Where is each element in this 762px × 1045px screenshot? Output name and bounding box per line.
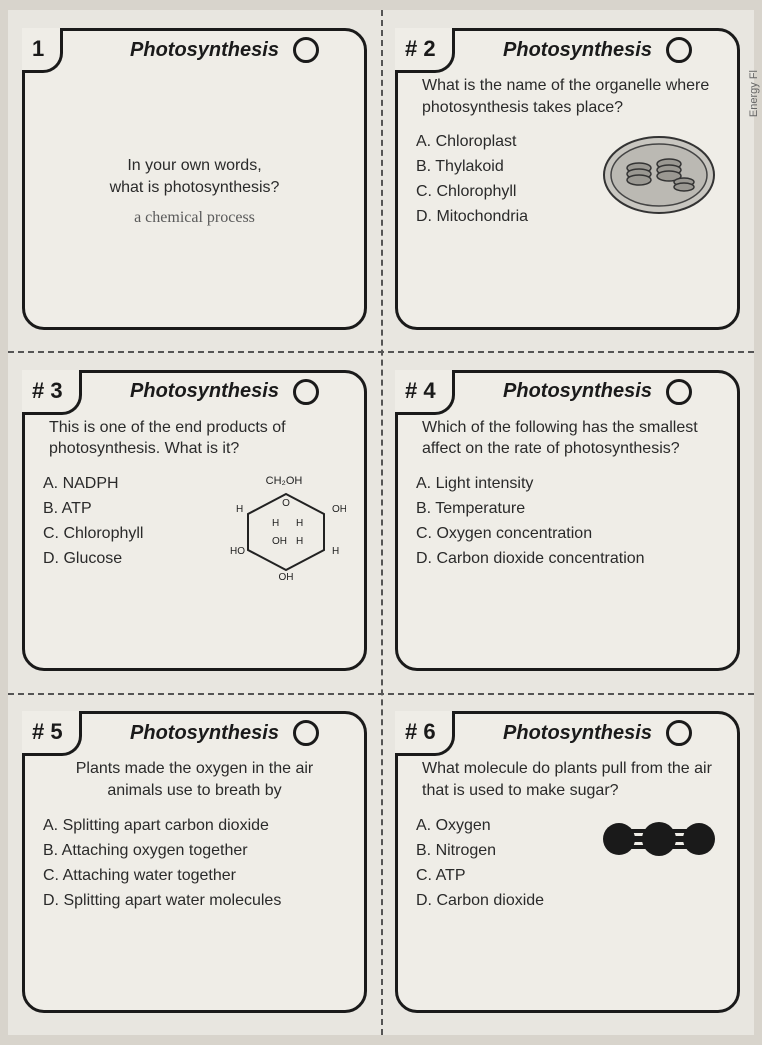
hole-punch-icon (666, 720, 692, 746)
option-a: A. Chloroplast (416, 130, 589, 154)
card-body: Which of the following has the smallest … (416, 417, 719, 651)
option-d: D. Carbon dioxide (416, 889, 589, 913)
card-body: Plants made the oxygen in the air animal… (43, 758, 346, 992)
card-number: # 5 (22, 711, 82, 756)
topic-label: Photosynthesis (503, 722, 652, 745)
co2-molecule-icon (599, 814, 719, 864)
option-c: C. Chlorophyll (416, 180, 589, 204)
question-text: What is the name of the organelle where … (416, 75, 719, 118)
topic-label: Photosynthesis (130, 380, 279, 403)
svg-text:O: O (282, 498, 290, 509)
option-a: A. Oxygen (416, 814, 589, 838)
option-d: D. Splitting apart water molecules (43, 889, 346, 913)
option-b: B. Nitrogen (416, 839, 589, 863)
card-body: In your own words, what is photosynthesi… (43, 75, 346, 309)
card-body: What is the name of the organelle where … (416, 75, 719, 309)
hole-punch-icon (666, 37, 692, 63)
task-card-3: # 3 Photosynthesis This is one of the en… (22, 370, 367, 672)
hole-punch-icon (293, 37, 319, 63)
option-b: B. ATP (43, 497, 216, 521)
option-c: C. Chlorophyll (43, 522, 216, 546)
option-a: A. NADPH (43, 472, 216, 496)
glucose-icon: CH₂OH O OH H OH HO H H H OH H (226, 472, 346, 582)
horizontal-cut-line-2 (8, 693, 754, 695)
svg-text:H: H (296, 536, 303, 547)
option-d: D. Mitochondria (416, 205, 589, 229)
answer-options: A. Chloroplast B. Thylakoid C. Chlorophy… (416, 130, 589, 230)
svg-text:H: H (332, 546, 339, 557)
topic-label: Photosynthesis (503, 380, 652, 403)
topic-label: Photosynthesis (130, 722, 279, 745)
card-number: # 2 (395, 28, 455, 73)
question-text: What molecule do plants pull from the ai… (416, 758, 719, 801)
vertical-cut-line (381, 10, 383, 1035)
option-d: D. Carbon dioxide concentration (416, 547, 719, 571)
option-d: D. Glucose (43, 547, 216, 571)
card-number: # 3 (22, 370, 82, 415)
question-text: Plants made the oxygen in the air animal… (43, 758, 346, 801)
option-b: B. Temperature (416, 497, 719, 521)
glucose-diagram: CH₂OH O OH H OH HO H H H OH H (226, 472, 346, 589)
svg-text:HO: HO (230, 546, 245, 557)
hole-punch-icon (293, 379, 319, 405)
card-number: # 4 (395, 370, 455, 415)
cell-4: # 4 Photosynthesis Which of the followin… (381, 352, 754, 694)
task-card-4: # 4 Photosynthesis Which of the followin… (395, 370, 740, 672)
card-number: # 6 (395, 711, 455, 756)
option-b: B. Thylakoid (416, 155, 589, 179)
topic-label: Photosynthesis (130, 39, 279, 62)
horizontal-cut-line-1 (8, 351, 754, 353)
worksheet-sheet: Energy Fl 1 Photosynthesis In your own w… (8, 10, 754, 1035)
task-card-1: 1 Photosynthesis In your own words, what… (22, 28, 367, 330)
answer-options: A. Light intensity B. Temperature C. Oxy… (416, 472, 719, 572)
co2-diagram (599, 814, 719, 871)
hole-punch-icon (666, 379, 692, 405)
card-body: This is one of the end products of photo… (43, 417, 346, 651)
question-text: In your own words, what is photosynthesi… (43, 155, 346, 198)
hole-punch-icon (293, 720, 319, 746)
glucose-top-label: CH₂OH (266, 475, 303, 487)
svg-text:H: H (272, 518, 279, 529)
cell-2: # 2 Photosynthesis What is the name of t… (381, 10, 754, 352)
answer-options: A. NADPH B. ATP C. Chlorophyll D. Glucos… (43, 472, 216, 572)
chloroplast-icon (599, 130, 719, 220)
handwritten-answer: a chemical process (43, 207, 346, 229)
task-card-6: # 6 Photosynthesis What molecule do plan… (395, 711, 740, 1013)
option-a: A. Splitting apart carbon dioxide (43, 814, 346, 838)
cell-5: # 5 Photosynthesis Plants made the oxyge… (8, 693, 381, 1035)
option-a: A. Light intensity (416, 472, 719, 496)
question-text: Which of the following has the smallest … (416, 417, 719, 460)
cell-1: 1 Photosynthesis In your own words, what… (8, 10, 381, 352)
cell-6: # 6 Photosynthesis What molecule do plan… (381, 693, 754, 1035)
option-c: C. Attaching water together (43, 864, 346, 888)
chloroplast-diagram (599, 130, 719, 227)
answer-options: A. Oxygen B. Nitrogen C. ATP D. Carbon d… (416, 814, 589, 914)
card-body: What molecule do plants pull from the ai… (416, 758, 719, 992)
svg-text:OH: OH (272, 536, 287, 547)
option-b: B. Attaching oxygen together (43, 839, 346, 863)
task-card-5: # 5 Photosynthesis Plants made the oxyge… (22, 711, 367, 1013)
cell-3: # 3 Photosynthesis This is one of the en… (8, 352, 381, 694)
question-text: This is one of the end products of photo… (43, 417, 346, 460)
card-title-row: Photosynthesis (25, 37, 364, 63)
option-c: C. ATP (416, 864, 589, 888)
topic-label: Photosynthesis (503, 39, 652, 62)
option-c: C. Oxygen concentration (416, 522, 719, 546)
svg-text:OH: OH (279, 572, 294, 582)
svg-text:H: H (296, 518, 303, 529)
task-card-2: # 2 Photosynthesis What is the name of t… (395, 28, 740, 330)
answer-options: A. Splitting apart carbon dioxide B. Att… (43, 814, 346, 914)
svg-text:H: H (236, 504, 243, 515)
card-number: 1 (22, 28, 63, 73)
svg-text:OH: OH (332, 504, 346, 515)
